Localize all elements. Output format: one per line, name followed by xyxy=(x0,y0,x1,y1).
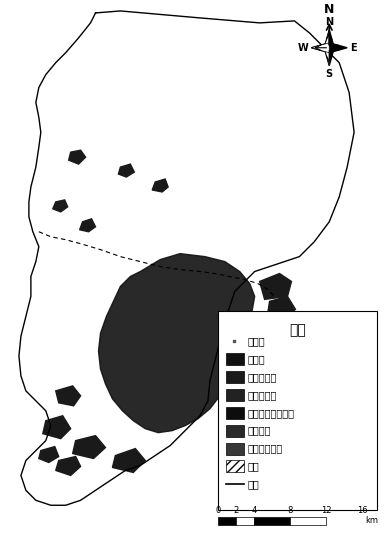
Bar xyxy=(218,311,377,510)
Polygon shape xyxy=(260,274,291,299)
Polygon shape xyxy=(39,447,59,463)
Text: 天然草地: 天然草地 xyxy=(248,426,271,436)
Text: 图例: 图例 xyxy=(289,323,306,337)
Polygon shape xyxy=(268,296,295,319)
Text: S: S xyxy=(326,68,333,78)
Bar xyxy=(218,517,236,525)
Text: 人工近林未成林地: 人工近林未成林地 xyxy=(248,408,295,418)
Text: 天然林: 天然林 xyxy=(248,336,265,346)
Polygon shape xyxy=(53,200,68,212)
Polygon shape xyxy=(113,449,145,473)
Bar xyxy=(226,353,244,365)
Polygon shape xyxy=(73,436,106,459)
Polygon shape xyxy=(324,30,334,66)
Text: 0: 0 xyxy=(215,506,220,515)
Polygon shape xyxy=(311,43,347,53)
Bar xyxy=(254,517,290,525)
Text: 人工林: 人工林 xyxy=(248,354,265,364)
Bar xyxy=(226,424,244,437)
Polygon shape xyxy=(19,11,354,505)
Text: 8: 8 xyxy=(287,506,293,515)
Text: 12: 12 xyxy=(321,506,331,515)
Text: 天然灌木林: 天然灌木林 xyxy=(248,390,277,400)
Polygon shape xyxy=(43,416,71,439)
Bar xyxy=(226,407,244,419)
Text: N: N xyxy=(324,3,334,16)
Text: 边界: 边界 xyxy=(248,479,260,490)
Bar xyxy=(226,371,244,383)
Text: 16: 16 xyxy=(357,506,367,515)
Polygon shape xyxy=(311,43,329,53)
Bar xyxy=(226,389,244,401)
Polygon shape xyxy=(99,253,255,433)
Text: km: km xyxy=(365,516,378,524)
Text: E: E xyxy=(350,43,357,53)
Polygon shape xyxy=(324,30,329,66)
Bar xyxy=(236,517,254,525)
Polygon shape xyxy=(69,150,86,164)
Bar xyxy=(226,443,244,454)
Text: 2: 2 xyxy=(233,506,238,515)
Polygon shape xyxy=(118,164,134,177)
Text: 4: 4 xyxy=(251,506,257,515)
Bar xyxy=(290,517,326,525)
Text: 其它: 其它 xyxy=(248,461,260,471)
Text: 水久性淡水湖: 水久性淡水湖 xyxy=(248,444,283,454)
Polygon shape xyxy=(56,386,81,406)
Text: N: N xyxy=(325,17,333,27)
Polygon shape xyxy=(79,219,96,232)
Text: W: W xyxy=(298,43,308,53)
Polygon shape xyxy=(56,457,81,475)
Polygon shape xyxy=(252,314,278,336)
Text: 天然疏林地: 天然疏林地 xyxy=(248,372,277,382)
Bar xyxy=(226,460,244,473)
Polygon shape xyxy=(152,179,168,192)
